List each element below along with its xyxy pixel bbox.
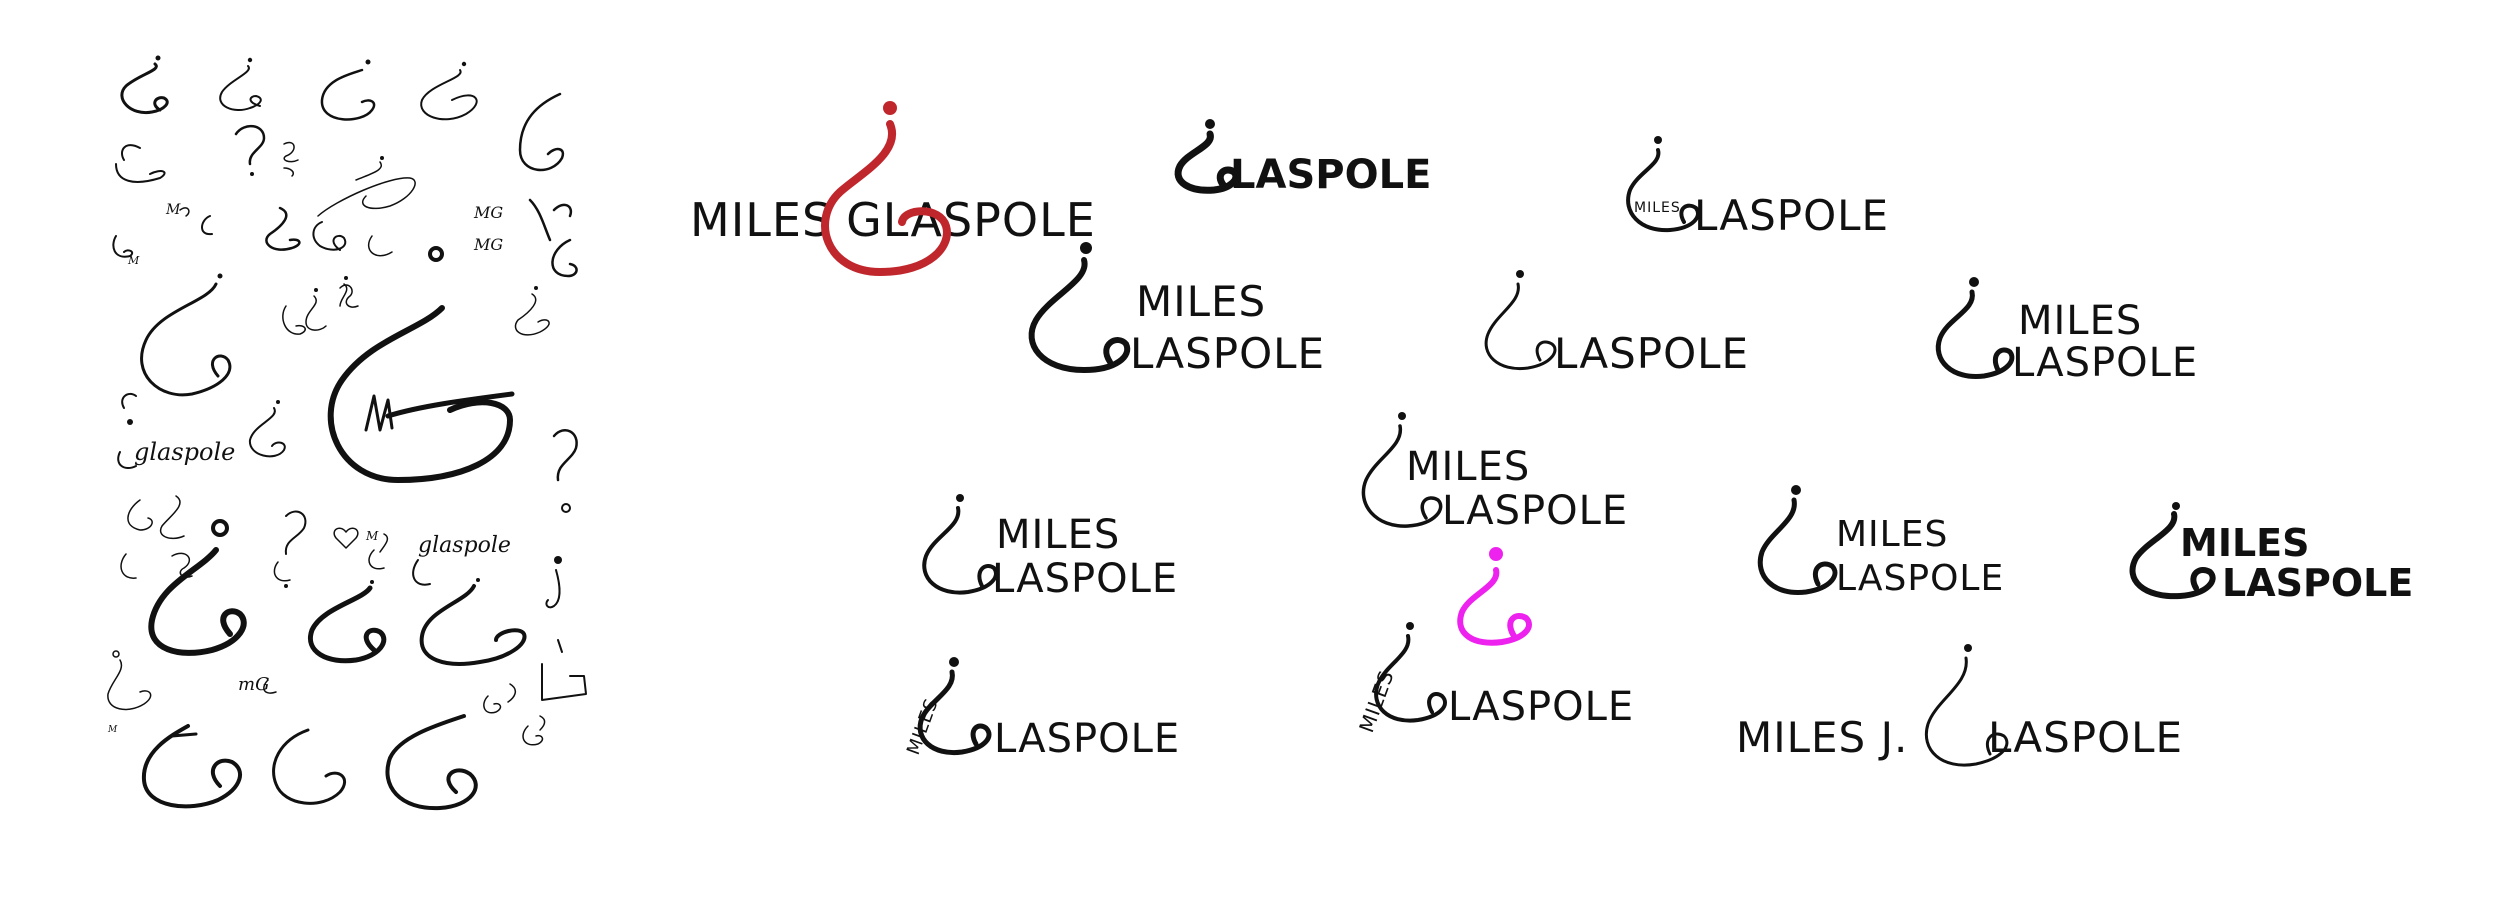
sketch-g-18: M [107, 650, 152, 735]
logo-1-last: GLASPOLE [846, 193, 1096, 247]
sketch-mg-3 [282, 276, 359, 335]
logo-variation-8: MILES LASPOLE [916, 492, 1216, 602]
sketch-mg-4: M glaspole [333, 527, 511, 586]
logo-8-mark [922, 506, 998, 595]
sketch-q-2 [273, 510, 307, 588]
sketch-g-7 [234, 125, 299, 177]
logo-1-first: MILES [690, 193, 832, 247]
sketch-label-initials-5: M [365, 529, 379, 543]
logo-9-last: LASPOLE [1836, 558, 2004, 599]
logo-6-mark [1935, 289, 2015, 379]
logo-variation-12 [1450, 546, 1540, 650]
sketch-g-6 [115, 144, 166, 183]
logo-12-mark [1457, 567, 1532, 646]
sketch-g-big [327, 246, 515, 483]
sketch-g-4 [420, 61, 478, 121]
sketch-mg-5: mG [238, 674, 277, 695]
logo-1-dot [883, 101, 897, 115]
sketch-g-5 [518, 92, 565, 172]
logo-6-last: LASPOLE [2012, 340, 2198, 386]
sketch-g-21 [272, 728, 347, 805]
logo-variation-3: MILES LASPOLE [1620, 132, 1910, 244]
sketch-label-glaspole-2: glaspole [418, 533, 511, 558]
logo-9-mark [1757, 497, 1838, 595]
logo-1-swash [821, 120, 951, 277]
logo-2-text: LASPOLE [1230, 152, 1431, 198]
sketch-g-3 [320, 59, 376, 121]
logo-variation-2: LASPOLE [1170, 116, 1460, 198]
logo-6-first: MILES [2018, 298, 2142, 344]
logo-4-last: LASPOLE [1130, 329, 1325, 378]
sketch-g-17 [541, 639, 587, 701]
logo-11-mark [917, 669, 992, 756]
sketch-q-1 [552, 429, 578, 513]
sketch-g-11 [514, 286, 550, 336]
logo-7-mark [1361, 424, 1443, 528]
logo-10-last: LASPOLE [2222, 561, 2413, 605]
logo-variation-14: MILES J. LASPOLE [1736, 640, 2226, 776]
sketch-g-8 [317, 156, 416, 217]
sketch-g-2 [219, 57, 262, 111]
sketch-g-9 [265, 206, 393, 257]
sketch-label-initials-4: mG [238, 674, 269, 695]
logo-variation-5: LASPOLE [1480, 268, 1780, 380]
sketch-glaspole-1: glaspole [117, 392, 235, 470]
logo-11-last: LASPOLE [994, 716, 1180, 762]
logo-5-mark [1484, 282, 1557, 371]
svg-text:M: M [127, 254, 140, 267]
logo-variation-6: MILES LASPOLE [1930, 276, 2220, 388]
logo-4-first: MILES [1136, 277, 1266, 326]
svg-text:M: M [107, 725, 118, 735]
logo-8-first: MILES [996, 512, 1120, 558]
sketch-label-initials-1: MG [473, 203, 503, 222]
logo-variation-13: MILES LASPOLE [1336, 620, 1666, 740]
logo-10-first: MILES [2180, 521, 2310, 565]
logo-variation-1: MILES GLASPOLE [690, 96, 1095, 277]
logo-2-mark [1174, 130, 1240, 194]
logo-8-last: LASPOLE [992, 556, 1178, 602]
logo-9-first: MILES [1836, 514, 1948, 555]
logo-3-last: LASPOLE [1694, 191, 1889, 240]
logo-10-mark [2129, 511, 2216, 600]
logo-14-mark [1924, 656, 2009, 767]
sketch-drawings: M M MG MG [107, 55, 587, 811]
sketch-panel: M M MG MG [100, 40, 600, 820]
logo-12-dot [1489, 547, 1503, 561]
logo-14-first: MILES J. [1736, 713, 1908, 762]
sketch-label-initials-3: M [165, 202, 181, 218]
sketch-label-initials-2: MG [473, 235, 503, 254]
logo-14-last: LASPOLE [1988, 713, 2183, 762]
sketch-g-19 [483, 683, 546, 746]
logo-variation-11: MILES LASPOLE [898, 656, 1218, 766]
logo-3-first: MILES [1634, 200, 1681, 216]
sketch-g-22 [385, 714, 478, 811]
logo-variation-7: MILES LASPOLE [1356, 410, 1666, 536]
logo-7-first: MILES [1406, 444, 1530, 490]
sketch-g-13 [120, 495, 193, 579]
sketch-g-16 [419, 578, 527, 666]
logo-13-first: MILES [1354, 667, 1399, 736]
logo-variation-4: MILES LASPOLE [1020, 240, 1360, 380]
sketch-g-20 [141, 724, 243, 809]
sketch-mg-2: MG MG [473, 198, 578, 278]
logo-13-last: LASPOLE [1448, 684, 1634, 730]
sketch-label-glaspole-1: glaspole [134, 438, 235, 466]
logo-3-mark [1626, 148, 1700, 233]
logo-5-text: LASPOLE [1554, 329, 1749, 378]
logo-13-mark [1374, 634, 1447, 723]
sketch-g-14 [148, 519, 247, 656]
sketch-g-12 [248, 400, 286, 458]
logo-4-mark [1028, 257, 1131, 374]
sketch-j [545, 556, 562, 609]
logo-1-text: MILES GLASPOLE [690, 193, 1096, 247]
logo-7-last: LASPOLE [1442, 488, 1628, 534]
sketch-g-15 [307, 580, 387, 664]
sketch-g-10 [140, 273, 232, 397]
logo-variation-10: MILES LASPOLE [2126, 500, 2416, 605]
sketch-g-1 [120, 55, 169, 115]
logo-variation-9: MILES LASPOLE [1752, 482, 2022, 600]
sketch-mg-1: M M [112, 202, 213, 267]
